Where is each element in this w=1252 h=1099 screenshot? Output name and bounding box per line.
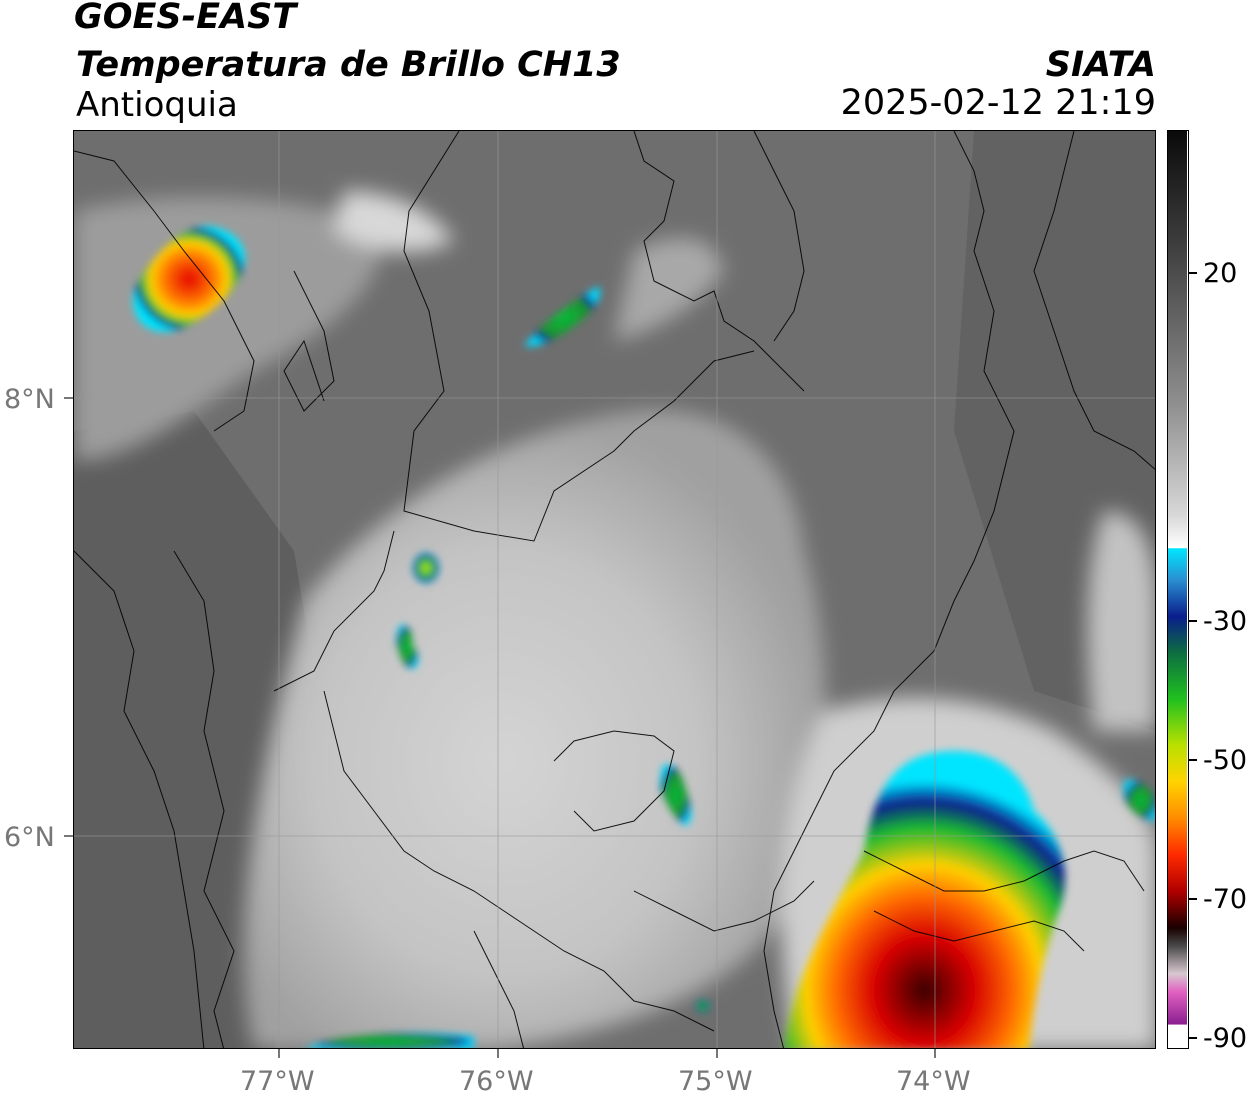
lat-tick-8n <box>64 397 73 399</box>
organization-label: SIATA <box>1045 45 1156 85</box>
colorbar-label-minus90: -90 <box>1203 1023 1248 1054</box>
colorbar-tick-minus50 <box>1189 759 1197 761</box>
satellite-title: GOES-EAST <box>74 0 297 37</box>
lon-label-76w: 76°W <box>459 1066 534 1097</box>
boundaries <box>74 131 1155 1048</box>
colorbar-label-minus30: -30 <box>1203 606 1248 637</box>
map-panel[interactable] <box>73 130 1156 1049</box>
lat-label-8n: 8°N <box>4 384 55 415</box>
colorbar-tick-minus90 <box>1189 1037 1197 1039</box>
lon-tick-77w <box>278 1049 280 1058</box>
colorbar-label-20: 20 <box>1203 258 1238 289</box>
lon-tick-74w <box>934 1049 936 1058</box>
colorbar-tick-minus70 <box>1189 898 1197 900</box>
colorbar-label-minus70: -70 <box>1203 884 1248 915</box>
colorbar-tick-20 <box>1189 272 1197 274</box>
lon-tick-76w <box>497 1049 499 1058</box>
colorbar <box>1167 130 1189 1049</box>
region-label: Antioquia <box>76 85 238 125</box>
lon-tick-75w <box>716 1049 718 1058</box>
lon-label-77w: 77°W <box>240 1066 315 1097</box>
colorbar-label-minus50: -50 <box>1203 745 1248 776</box>
lat-tick-6n <box>64 835 73 837</box>
product-title: Temperatura de Brillo CH13 <box>76 45 621 85</box>
lon-label-74w: 74°W <box>896 1066 971 1097</box>
storm-cells <box>133 226 1155 1048</box>
datetime-label: 2025-02-12 21:19 <box>840 83 1156 123</box>
gridlines <box>74 131 1155 1048</box>
lon-label-75w: 75°W <box>678 1066 753 1097</box>
lat-label-6n: 6°N <box>4 822 55 853</box>
colorbar-tick-minus30 <box>1189 620 1197 622</box>
satellite-image <box>74 131 1155 1048</box>
